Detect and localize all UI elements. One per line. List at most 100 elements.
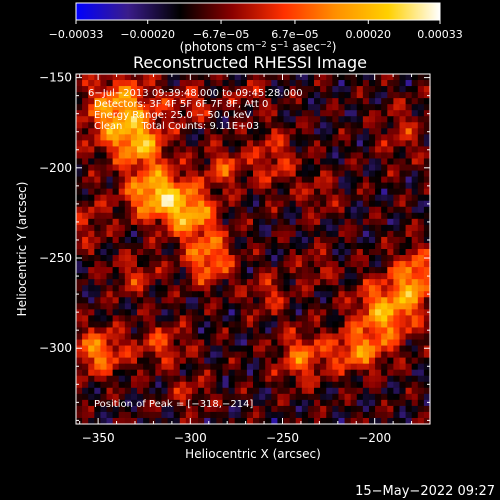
heatmap-cell bbox=[143, 200, 150, 208]
heatmap-cell bbox=[332, 92, 340, 99]
heatmap-cell bbox=[191, 158, 199, 166]
heatmap-cell bbox=[344, 273, 352, 280]
heatmap-cell bbox=[307, 375, 315, 383]
heatmap-cell bbox=[338, 255, 346, 262]
heatmap-cell bbox=[222, 74, 230, 81]
heatmap-cell bbox=[210, 393, 217, 401]
heatmap-cell bbox=[198, 417, 205, 425]
heatmap-cell bbox=[112, 363, 120, 371]
heatmap-cell bbox=[326, 116, 333, 123]
heatmap-cell bbox=[381, 399, 388, 407]
heatmap-cell bbox=[259, 381, 266, 389]
heatmap-cell bbox=[228, 249, 236, 256]
heatmap-cell bbox=[106, 405, 114, 413]
heatmap-cell bbox=[88, 158, 95, 166]
heatmap-cell bbox=[253, 315, 260, 323]
heatmap-cell bbox=[375, 110, 382, 117]
heatmap-cell bbox=[350, 417, 358, 425]
heatmap-cell bbox=[289, 152, 297, 160]
heatmap-cell bbox=[198, 158, 205, 166]
heatmap-cell bbox=[356, 279, 364, 286]
heatmap-cell bbox=[118, 327, 126, 335]
heatmap-cell bbox=[387, 375, 394, 383]
heatmap-cell bbox=[106, 212, 114, 220]
heatmap-cell bbox=[417, 206, 425, 214]
heatmap-cell bbox=[375, 315, 382, 323]
heatmap-cell bbox=[204, 309, 211, 316]
heatmap-cell bbox=[338, 152, 346, 160]
heatmap-cell bbox=[320, 339, 327, 347]
heatmap-cell bbox=[295, 321, 303, 329]
heatmap-cell bbox=[283, 369, 291, 377]
heatmap-cell bbox=[301, 134, 309, 141]
heatmap-cell bbox=[314, 170, 321, 178]
heatmap-cell bbox=[191, 134, 199, 141]
heatmap-cell bbox=[368, 152, 376, 160]
heatmap-cell bbox=[393, 267, 401, 274]
heatmap-cell bbox=[381, 170, 388, 178]
heatmap-cell bbox=[228, 345, 236, 353]
heatmap-cell bbox=[118, 194, 126, 202]
x-tick-label: −300 bbox=[174, 431, 207, 445]
heatmap-cell bbox=[149, 309, 156, 316]
heatmap-cell bbox=[411, 116, 419, 123]
heatmap-cell bbox=[332, 345, 340, 353]
heatmap-cell bbox=[253, 176, 260, 184]
heatmap-cell bbox=[375, 321, 382, 329]
heatmap-cell bbox=[307, 140, 315, 148]
heatmap-cell bbox=[222, 170, 230, 178]
heatmap-cell bbox=[100, 249, 108, 256]
heatmap-cell bbox=[381, 369, 388, 377]
heatmap-cell bbox=[143, 393, 150, 401]
heatmap-cell bbox=[161, 218, 169, 226]
heatmap-cell bbox=[204, 363, 211, 371]
heatmap-cell bbox=[173, 417, 181, 425]
heatmap-cell bbox=[387, 321, 394, 329]
heatmap-cell bbox=[100, 146, 108, 154]
heatmap-cell bbox=[411, 104, 419, 111]
heatmap-cell bbox=[210, 146, 217, 154]
heatmap-cell bbox=[112, 212, 120, 220]
heatmap-cell bbox=[289, 291, 297, 298]
heatmap-cell bbox=[405, 273, 413, 280]
heatmap-cell bbox=[173, 98, 181, 105]
heatmap-cell bbox=[82, 80, 89, 87]
heatmap-cell bbox=[338, 405, 346, 413]
heatmap-cell bbox=[106, 182, 114, 190]
heatmap-cell bbox=[301, 188, 309, 196]
heatmap-cell bbox=[222, 116, 230, 123]
heatmap-cell bbox=[167, 182, 175, 190]
heatmap-cell bbox=[381, 255, 388, 262]
heatmap-cell bbox=[112, 351, 120, 359]
heatmap-cell bbox=[143, 98, 150, 105]
heatmap-cell bbox=[393, 128, 401, 135]
heatmap-cell bbox=[253, 134, 260, 141]
heatmap-cell bbox=[222, 279, 230, 286]
heatmap-cell bbox=[356, 249, 364, 256]
heatmap-cell bbox=[405, 116, 413, 123]
heatmap-cell bbox=[362, 182, 370, 190]
heatmap-cell bbox=[307, 164, 315, 172]
heatmap-cell bbox=[137, 242, 144, 250]
heatmap-cell bbox=[118, 146, 126, 154]
heatmap-cell bbox=[100, 80, 108, 87]
heatmap-cell bbox=[82, 128, 89, 135]
heatmap-cell bbox=[143, 399, 150, 407]
heatmap-cell bbox=[106, 152, 114, 160]
heatmap-cell bbox=[167, 405, 175, 413]
heatmap-cell bbox=[234, 128, 242, 135]
heatmap-cell bbox=[167, 411, 175, 419]
heatmap-cell bbox=[149, 86, 156, 93]
heatmap-cell bbox=[130, 369, 138, 377]
heatmap-cell bbox=[314, 152, 321, 160]
heatmap-cell bbox=[271, 212, 279, 220]
heatmap-cell bbox=[88, 146, 95, 154]
heatmap-cell bbox=[191, 200, 199, 208]
heatmap-cell bbox=[387, 116, 394, 123]
heatmap-cell bbox=[265, 176, 272, 184]
heatmap-cell bbox=[82, 261, 89, 268]
heatmap-cell bbox=[185, 357, 193, 365]
heatmap-cell bbox=[344, 230, 352, 238]
heatmap-cell bbox=[88, 261, 95, 268]
heatmap-cell bbox=[253, 104, 260, 111]
